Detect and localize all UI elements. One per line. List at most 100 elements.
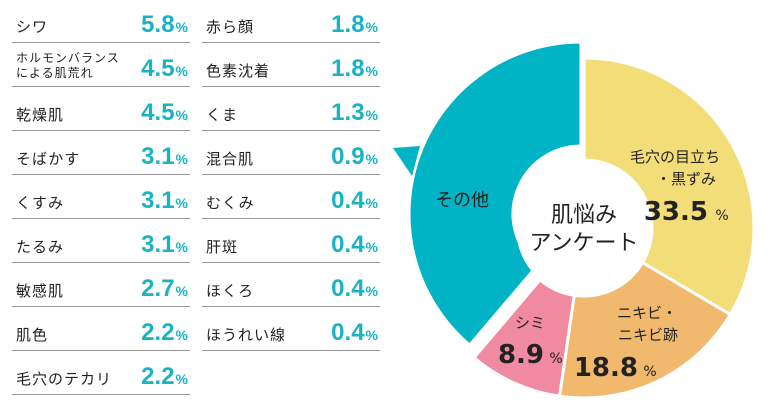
slice-label-1-line1: ニキビ・ bbox=[617, 304, 677, 322]
item-value-number: 4.5 bbox=[141, 55, 175, 82]
item-value-unit: % bbox=[175, 371, 188, 387]
item-label: 赤ら顔 bbox=[206, 18, 255, 36]
item-value-number: 2.2 bbox=[141, 363, 175, 390]
item-value-unit: % bbox=[365, 239, 378, 255]
item-value-number: 1.3 bbox=[331, 99, 365, 126]
list-item: 肌色 2.2% bbox=[12, 308, 190, 351]
item-value-number: 3.1 bbox=[141, 143, 175, 170]
slice-label-0-line1: 毛穴の目立ち bbox=[630, 148, 720, 166]
list-item: ほうれい線 0.4% bbox=[202, 308, 380, 351]
slice-label-0-line2: ・黒ずみ bbox=[656, 170, 716, 188]
list-item: 色素沈着 1.8% bbox=[202, 44, 380, 87]
list-item: ほくろ 0.4% bbox=[202, 264, 380, 307]
list-item: くま 1.3% bbox=[202, 88, 380, 131]
item-value-unit: % bbox=[175, 19, 188, 35]
list-item: シワ 5.8% bbox=[12, 0, 190, 43]
item-value: 1.8% bbox=[331, 11, 378, 39]
item-label-line1: ホルモンバランス bbox=[16, 51, 120, 65]
list-item: たるみ 3.1% bbox=[12, 220, 190, 263]
item-value-number: 2.2 bbox=[141, 319, 175, 346]
item-value-number: 3.1 bbox=[141, 187, 175, 214]
item-value-unit: % bbox=[175, 63, 188, 79]
item-value: 2.2% bbox=[141, 363, 188, 391]
item-label: 敏感肌 bbox=[16, 282, 65, 300]
center-title-line1: 肌悩み bbox=[551, 203, 617, 228]
item-value-unit: % bbox=[175, 239, 188, 255]
item-value-unit: % bbox=[175, 283, 188, 299]
item-label: 混合肌 bbox=[206, 150, 255, 168]
item-value-number: 4.5 bbox=[141, 99, 175, 126]
item-value-number: 0.4 bbox=[331, 319, 365, 346]
item-value: 0.4% bbox=[331, 231, 378, 259]
item-value-unit: % bbox=[175, 151, 188, 167]
item-value: 1.3% bbox=[331, 99, 378, 127]
list-item: 敏感肌 2.7% bbox=[12, 264, 190, 307]
item-label-line2: による肌荒れ bbox=[16, 66, 94, 80]
item-value-number: 0.4 bbox=[331, 231, 365, 258]
list-item: 肝斑 0.4% bbox=[202, 220, 380, 263]
list-item: 毛穴のテカリ 2.2% bbox=[12, 352, 190, 395]
item-label: ほくろ bbox=[206, 282, 255, 300]
item-value-unit: % bbox=[175, 107, 188, 123]
item-label: むくみ bbox=[206, 194, 255, 212]
item-value: 4.5% bbox=[141, 99, 188, 127]
list-item: 混合肌 0.9% bbox=[202, 132, 380, 175]
slice-value-2: 8.9 bbox=[498, 340, 544, 370]
item-value-unit: % bbox=[175, 327, 188, 343]
slice-value-0: 33.5 bbox=[644, 197, 708, 227]
slice-3 bbox=[407, 40, 583, 348]
slice-value-1: 18.8 bbox=[574, 353, 638, 383]
item-label: ほうれい線 bbox=[206, 326, 287, 344]
item-value-unit: % bbox=[175, 195, 188, 211]
item-value-number: 0.4 bbox=[331, 187, 365, 214]
slice-unit-1: % bbox=[643, 364, 656, 380]
item-value: 3.1% bbox=[141, 187, 188, 215]
item-value: 5.8% bbox=[141, 11, 188, 39]
item-value-number: 0.4 bbox=[331, 275, 365, 302]
item-value-unit: % bbox=[365, 195, 378, 211]
item-value: 3.1% bbox=[141, 143, 188, 171]
item-label: 肌色 bbox=[16, 326, 49, 344]
list-item: むくみ 0.4% bbox=[202, 176, 380, 219]
item-value: 0.4% bbox=[331, 187, 378, 215]
item-value: 4.5% bbox=[141, 55, 188, 83]
item-value: 2.2% bbox=[141, 319, 188, 347]
item-label: くすみ bbox=[16, 194, 65, 212]
item-value-number: 2.7 bbox=[141, 275, 175, 302]
slice-label-1-line2: ニキビ跡 bbox=[618, 326, 678, 344]
item-label: シワ bbox=[16, 18, 49, 36]
item-value: 0.4% bbox=[331, 275, 378, 303]
slice-label-2-line1: シミ bbox=[515, 314, 545, 332]
item-value-number: 3.1 bbox=[141, 231, 175, 258]
item-value-unit: % bbox=[365, 327, 378, 343]
item-label: そばかす bbox=[16, 150, 81, 168]
item-value: 1.8% bbox=[331, 55, 378, 83]
slice-label-3: その他 bbox=[435, 190, 489, 211]
item-label: 毛穴のテカリ bbox=[16, 370, 113, 388]
slice-unit-0: % bbox=[715, 208, 728, 224]
item-value: 0.4% bbox=[331, 319, 378, 347]
item-value-unit: % bbox=[365, 151, 378, 167]
item-label: 色素沈着 bbox=[206, 62, 271, 80]
item-value: 0.9% bbox=[331, 143, 378, 171]
item-label: 乾燥肌 bbox=[16, 106, 65, 124]
item-value-unit: % bbox=[365, 63, 378, 79]
center-title-line2: アンケート bbox=[529, 231, 638, 256]
callout-pointer bbox=[393, 146, 420, 176]
list-item: くすみ 3.1% bbox=[12, 176, 190, 219]
item-label: 肝斑 bbox=[206, 238, 239, 256]
item-value-unit: % bbox=[365, 283, 378, 299]
list-item: 赤ら顔 1.8% bbox=[202, 0, 380, 43]
list-item: 乾燥肌 4.5% bbox=[12, 88, 190, 131]
item-value-number: 5.8 bbox=[141, 11, 175, 38]
list-item: そばかす 3.1% bbox=[12, 132, 190, 175]
item-value: 2.7% bbox=[141, 275, 188, 303]
item-label: ホルモンバランス による肌荒れ bbox=[16, 51, 120, 81]
item-value: 3.1% bbox=[141, 231, 188, 259]
item-value-number: 1.8 bbox=[331, 11, 365, 38]
list-item: ホルモンバランス による肌荒れ 4.5% bbox=[12, 44, 190, 87]
item-value-number: 1.8 bbox=[331, 55, 365, 82]
item-value-number: 0.9 bbox=[331, 143, 365, 170]
item-value-unit: % bbox=[365, 19, 378, 35]
